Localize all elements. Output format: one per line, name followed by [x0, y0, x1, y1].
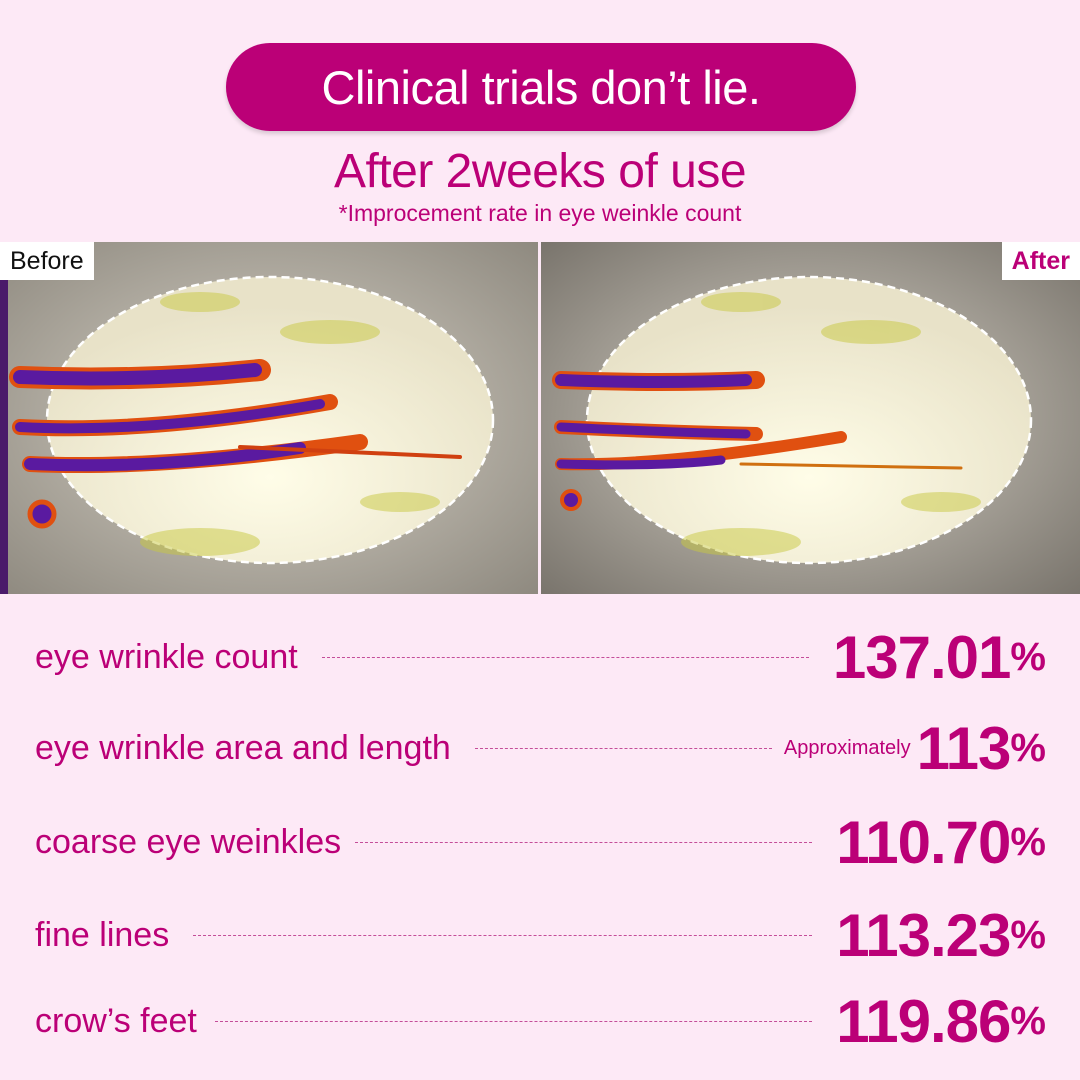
result-value: 113.23: [836, 901, 1011, 969]
result-label: coarse eye weinkles: [35, 822, 342, 861]
after-label: After: [1001, 242, 1080, 280]
result-value: 113: [916, 714, 1012, 782]
result-unit: %: [1010, 998, 1046, 1043]
dotted-leader: [321, 656, 809, 658]
headline-badge: Clinical trials don’t lie.: [226, 43, 856, 131]
before-label: Before: [0, 242, 94, 280]
page-title: After 2weeks of use: [333, 145, 747, 198]
result-unit: %: [1010, 725, 1046, 770]
result-row: eye wrinkle count 137.01%: [35, 624, 1046, 691]
dotted-leader: [193, 934, 813, 936]
result-row: coarse eye weinkles 110.70%: [35, 809, 1046, 876]
result-unit: %: [1010, 634, 1046, 679]
result-prefix: Approximately: [783, 736, 911, 759]
result-unit: %: [1010, 819, 1046, 864]
result-row: fine lines 113.23%: [35, 902, 1046, 969]
after-image: After: [541, 242, 1080, 594]
page-subtitle: *Improcement rate in eye weinkle count: [338, 200, 742, 226]
result-value: 110.70: [836, 808, 1011, 876]
dotted-leader: [214, 1020, 813, 1022]
result-label: crow’s feet: [35, 1001, 197, 1040]
result-row: crow’s feet 119.86%: [35, 988, 1046, 1055]
dotted-leader: [474, 747, 772, 749]
result-value: 137.01: [832, 623, 1012, 691]
result-unit: %: [1010, 912, 1046, 957]
result-label: eye wrinkle area and length: [35, 728, 451, 767]
before-image: Before: [0, 242, 538, 594]
dotted-leader: [355, 841, 813, 843]
result-label: fine lines: [35, 915, 170, 954]
result-label: eye wrinkle count: [35, 637, 298, 676]
result-value: 119.86: [836, 987, 1011, 1055]
result-row: eye wrinkle area and length Approximatel…: [35, 715, 1046, 782]
